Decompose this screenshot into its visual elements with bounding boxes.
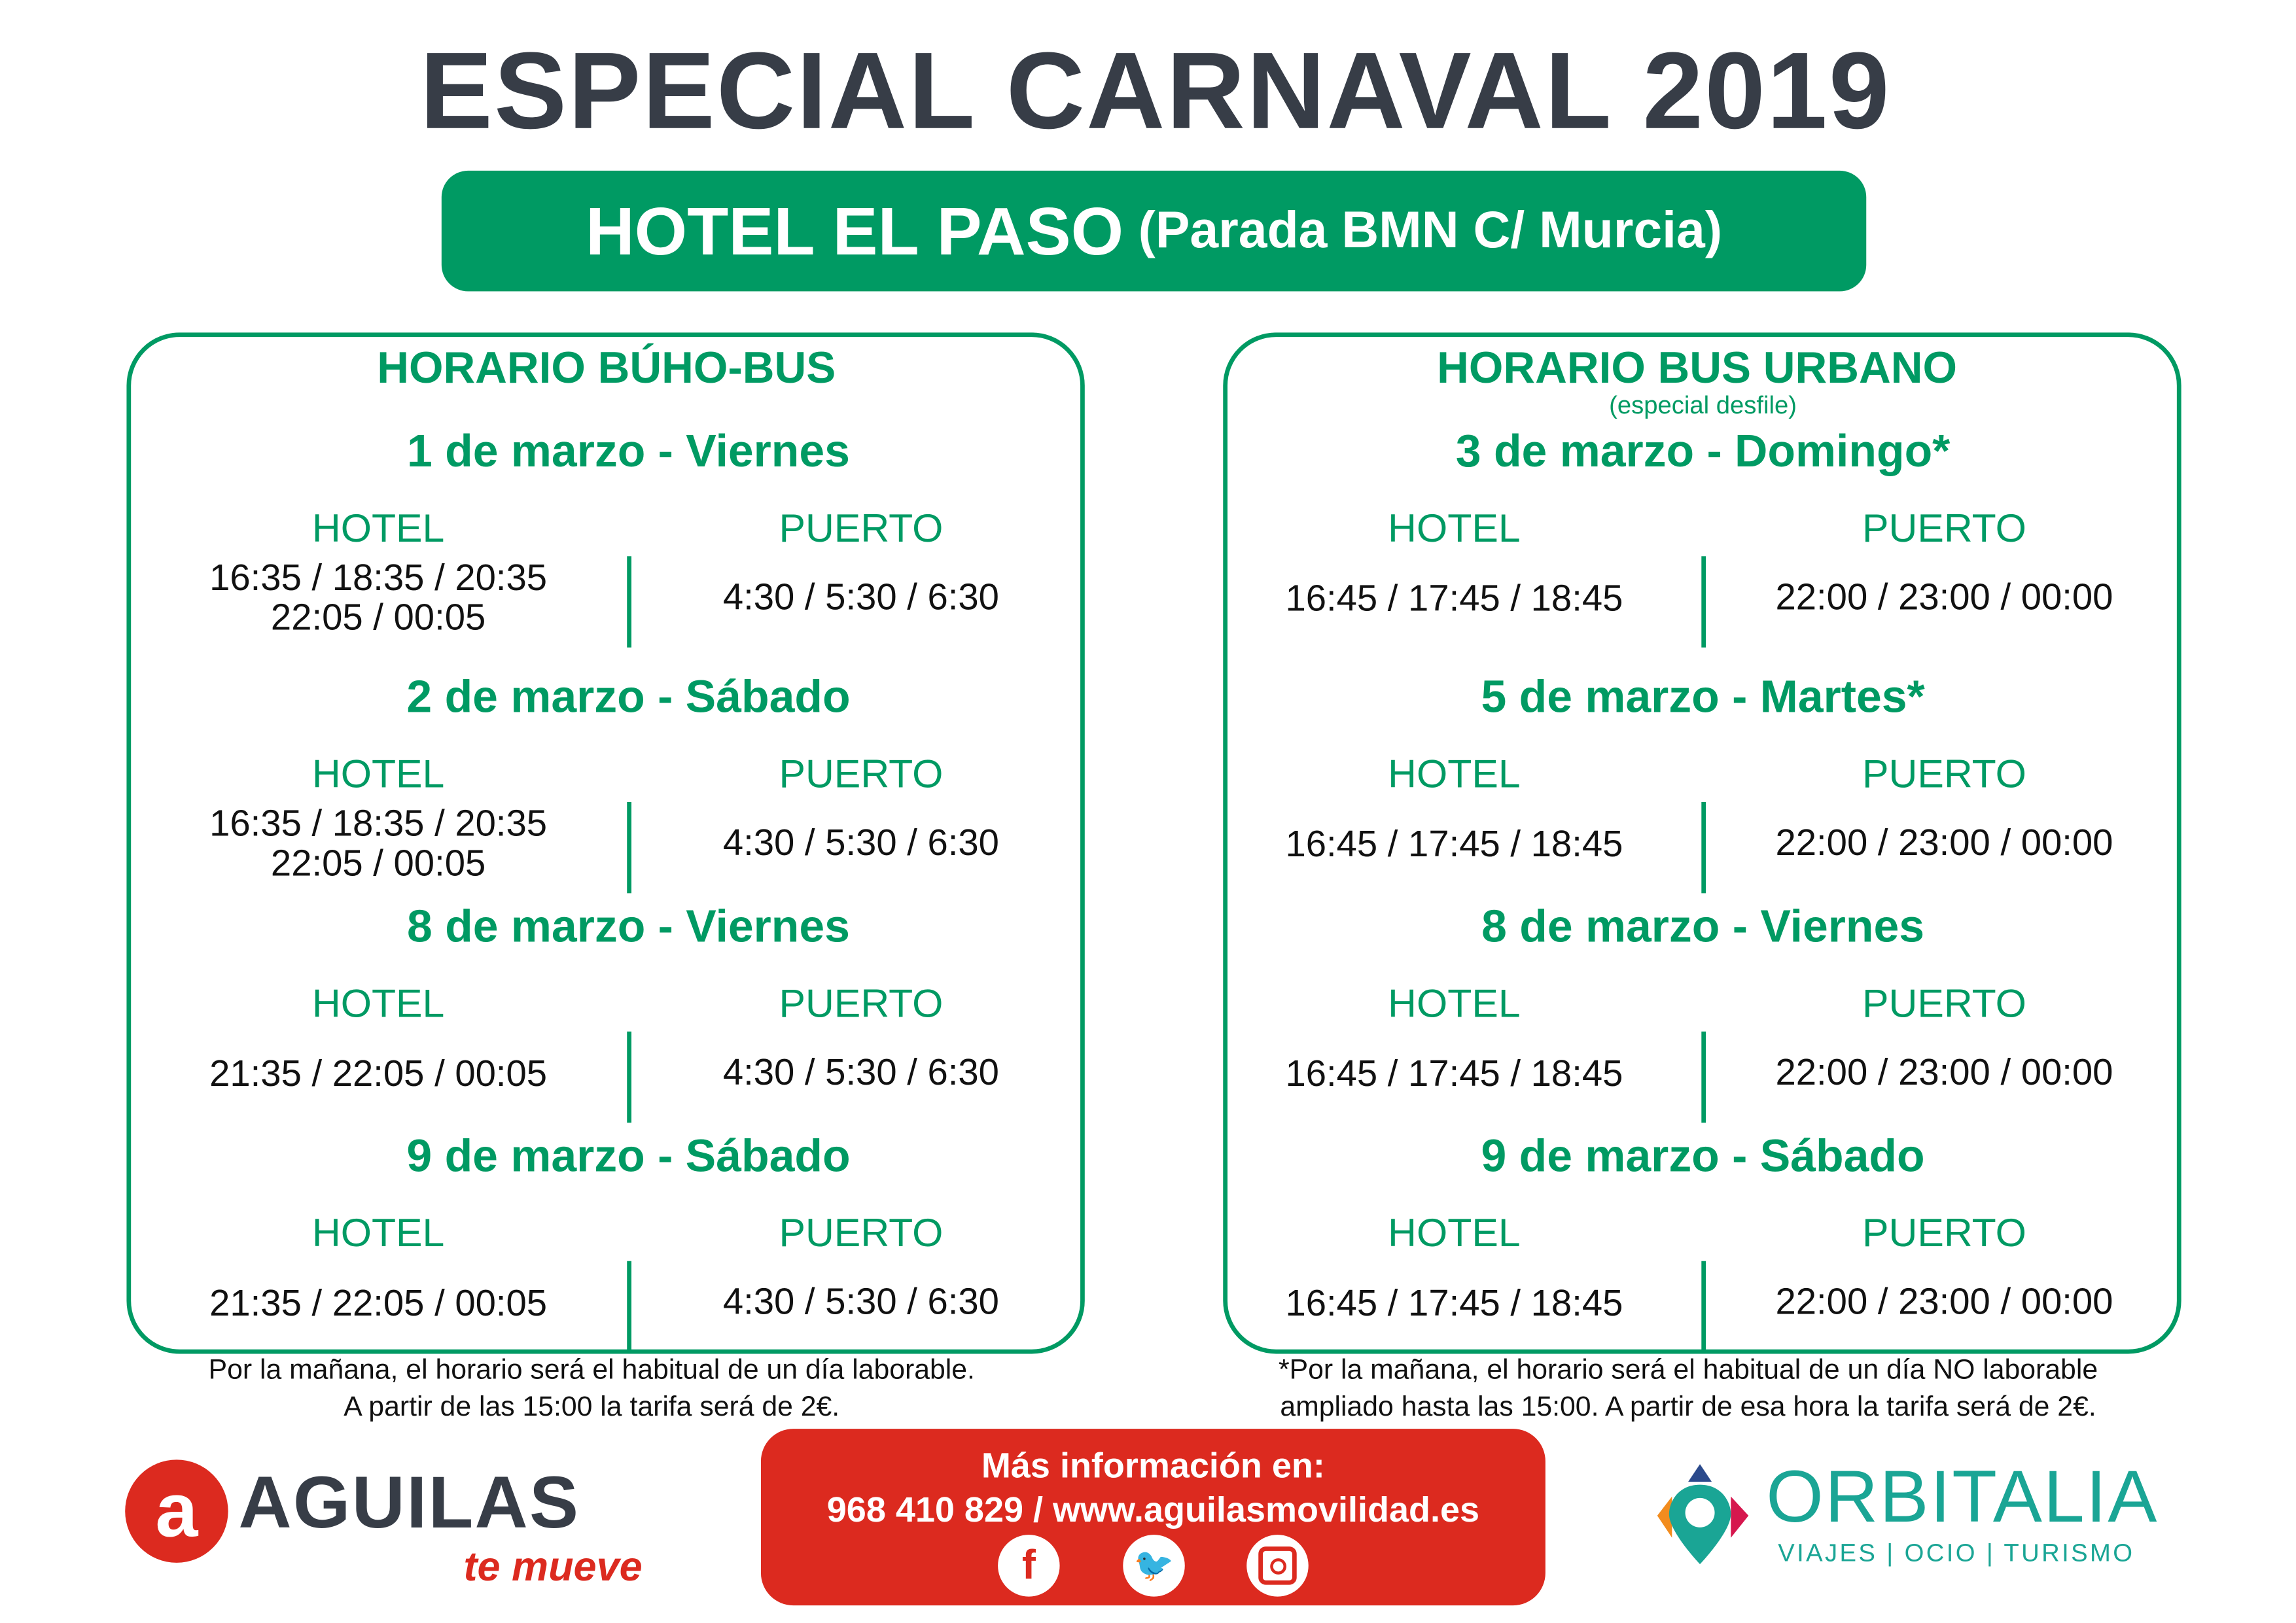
hotel-label: HOTEL [311,506,445,551]
puerto-departure-times: 4:30 / 5:30 / 6:30 [722,1052,999,1094]
buho-bus-schedule-box [126,332,1085,1354]
hotel-departure-times: 16:35 / 18:35 / 20:35 [209,803,548,845]
puerto-label: PUERTO [1862,752,2026,796]
hotel-departure-times: 16:45 / 17:45 / 18:45 [1285,577,1623,619]
buho-note-line: A partir de las 15:00 la tarifa será de … [344,1391,840,1423]
section-date: 9 de marzo - Sábado [406,1130,851,1182]
aguilas-logo-name: AGUILAS [238,1461,580,1544]
orbitalia-logo-tagline: VIAJES | OCIO | TURISMO [1778,1539,2135,1567]
puerto-label: PUERTO [779,506,944,551]
puerto-label: PUERTO [779,752,944,796]
more-info-title: Más información en: [981,1446,1325,1486]
hotel-label: HOTEL [311,1211,445,1255]
aguilas-logo-icon: a [125,1459,228,1563]
puerto-departure-times: 4:30 / 5:30 / 6:30 [722,576,999,618]
hotel-departure-times: 22:05 / 00:05 [270,597,486,639]
facebook-icon[interactable]: f [998,1535,1060,1597]
instagram-icon[interactable] [1246,1535,1309,1597]
more-info-contact[interactable]: 968 410 829 / www.aguilasmovilidad.es [826,1490,1480,1531]
hotel-label: HOTEL [1388,506,1521,551]
aguilas-logo-tagline: te mueve [463,1543,643,1590]
puerto-departure-times: 22:00 / 23:00 / 00:00 [1775,576,2113,618]
hotel-departure-times: 16:45 / 17:45 / 18:45 [1285,1282,1623,1324]
location-banner: HOTEL EL PASO (Parada BMN C/ Murcia) [441,170,1867,292]
hotel-label: HOTEL [1388,981,1521,1026]
column-divider [1701,1031,1706,1123]
puerto-departure-times: 22:00 / 23:00 / 00:00 [1775,1282,2113,1323]
section-date: 3 de marzo - Domingo* [1455,425,1951,477]
twitter-icon[interactable]: 🐦 [1123,1535,1185,1597]
orbitalia-pin-icon [1657,1464,1749,1565]
urban-note-line: ampliado hasta las 15:00. A partir de es… [1280,1391,2096,1423]
column-divider [627,556,631,648]
column-divider [627,1031,631,1123]
more-info-box: Más información en: 968 410 829 / www.ag… [760,1429,1545,1606]
hotel-departure-times: 16:45 / 17:45 / 18:45 [1285,823,1623,865]
banner-stop: (Parada BMN C/ Murcia) [1138,201,1723,259]
puerto-departure-times: 22:00 / 23:00 / 00:00 [1775,822,2113,864]
column-divider [1701,801,1706,894]
section-date: 1 de marzo - Viernes [407,425,850,477]
hotel-departure-times: 22:05 / 00:05 [270,843,486,884]
puerto-label: PUERTO [1862,1211,2026,1255]
column-divider [627,801,631,894]
orbitalia-logo-name: ORBITALIA [1766,1455,2159,1538]
urban-bus-header: HORARIO BUS URBANO [1437,344,1957,393]
hotel-departure-times: 21:35 / 22:05 / 00:05 [209,1053,548,1094]
banner-hotel: HOTEL EL PASO [585,192,1124,270]
column-divider [627,1261,631,1353]
hotel-label: HOTEL [1388,752,1521,796]
hotel-label: HOTEL [311,752,445,796]
hotel-departure-times: 21:35 / 22:05 / 00:05 [209,1282,548,1324]
section-date: 8 de marzo - Viernes [407,900,850,952]
puerto-departure-times: 4:30 / 5:30 / 6:30 [722,822,999,864]
urban-note: *Por la mañana, el horario será el habit… [1279,1352,2098,1425]
puerto-label: PUERTO [1862,981,2026,1026]
puerto-departure-times: 22:00 / 23:00 / 00:00 [1775,1052,2113,1094]
section-date: 2 de marzo - Sábado [406,671,851,723]
hotel-departure-times: 16:35 / 18:35 / 20:35 [209,557,548,599]
puerto-label: PUERTO [779,1211,944,1255]
buho-note: Por la mañana, el horario será el habitu… [209,1352,975,1425]
puerto-label: PUERTO [1862,506,2026,551]
section-date: 5 de marzo - Martes* [1481,671,1925,723]
section-date: 9 de marzo - Sábado [1481,1130,1925,1182]
hotel-label: HOTEL [1388,1211,1521,1255]
buho-bus-header: HORARIO BÚHO-BUS [377,344,836,393]
buho-note-line: Por la mañana, el horario será el habitu… [208,1355,975,1386]
column-divider [1701,556,1706,648]
urban-note-line: *Por la mañana, el horario será el habit… [1279,1355,2098,1386]
section-date: 8 de marzo - Viernes [1481,900,1925,952]
column-divider [1701,1261,1706,1353]
puerto-label: PUERTO [779,981,944,1026]
page-title: ESPECIAL CARNAVAL 2019 [419,29,1891,152]
urban-bus-subheader: (especial desfile) [1609,391,1797,420]
hotel-label: HOTEL [311,981,445,1026]
hotel-departure-times: 16:45 / 17:45 / 18:45 [1285,1053,1623,1094]
puerto-departure-times: 4:30 / 5:30 / 6:30 [722,1282,999,1323]
